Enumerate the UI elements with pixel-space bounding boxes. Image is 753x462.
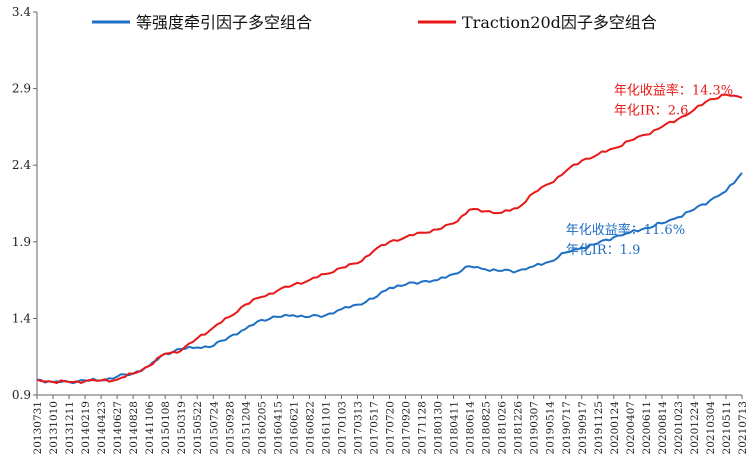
- x-tick-label: 20180130: [433, 401, 445, 454]
- x-tick-label: 20140627: [112, 401, 124, 454]
- axes: 0.9 1.4 1.9 2.4 2.9 3.4 20130731 20131010 201312…: [12, 5, 749, 454]
- x-tick-label: 20131010: [48, 401, 60, 454]
- x-tick-label: 20181026: [497, 401, 509, 455]
- x-tick-label: 20170103: [336, 401, 348, 454]
- x-tick-label: 20200124: [609, 401, 621, 455]
- annotation-label: 年化收益率：14.3%: [614, 83, 733, 99]
- y-tick-label: 1.4: [12, 311, 31, 325]
- x-tick-label: 20170920: [401, 401, 413, 454]
- x-tick-label: 20200611: [641, 401, 653, 454]
- x-tick-label: 20140219: [80, 401, 92, 454]
- x-tick-label: 20150928: [224, 401, 236, 454]
- x-tick-label: 20170313: [352, 401, 364, 454]
- series-layer: [36, 93, 743, 385]
- x-tick-label: 20131211: [64, 401, 76, 454]
- legend: 等强度牵引因子多空组合 Traction20d因子多空组合: [92, 13, 657, 32]
- legend-label-series-2: Traction20d因子多空组合: [462, 13, 657, 32]
- x-tick-label: 20150319: [176, 401, 188, 454]
- x-tick-label: 20210304: [705, 401, 717, 455]
- x-tick-label: 20141106: [144, 401, 156, 455]
- x-tick-label: 20190717: [561, 401, 573, 454]
- x-tick-label: 20181226: [513, 401, 525, 455]
- y-tick-label: 0.9: [12, 388, 31, 402]
- x-tick-label: 20171128: [417, 401, 429, 454]
- x-tick-label: 20201224: [689, 401, 701, 455]
- x-tick-label: 20190307: [529, 401, 541, 454]
- x-tick-label: 20130731: [32, 401, 44, 454]
- annotations: 年化收益率：14.3% 年化IR：2.6 年化收益率：11.6% 年化IR：1.9: [566, 83, 733, 258]
- x-tick-label: 20161101: [320, 401, 332, 454]
- x-tick-label: 20201023: [673, 401, 685, 454]
- x-tick-label: 20150724: [208, 401, 220, 455]
- x-tick-label: 20170517: [368, 401, 380, 454]
- y-tick-label: 2.9: [12, 82, 31, 96]
- x-tick-label: 20190917: [577, 401, 589, 454]
- x-tick-label: 20190514: [545, 401, 557, 455]
- annotation-label: 年化IR：1.9: [566, 243, 641, 258]
- x-tick-label: 20200407: [625, 401, 637, 454]
- x-tick-label: 20160621: [288, 401, 300, 454]
- x-tick-label: 20160415: [272, 401, 284, 454]
- x-tick-label: 20150108: [160, 401, 172, 454]
- x-tick-label: 20170720: [385, 401, 397, 454]
- series-line-1: [36, 172, 743, 385]
- x-tick-label: 20210713: [737, 401, 749, 454]
- legend-label-series-1: 等强度牵引因子多空组合: [136, 13, 312, 32]
- x-tick-label: 20180825: [481, 401, 493, 454]
- x-tick-label: 20150522: [192, 401, 204, 454]
- annotation-label: 年化收益率：11.6%: [566, 222, 685, 238]
- x-tick-label: 20180614: [465, 401, 477, 455]
- x-tick-label: 20200814: [657, 401, 669, 455]
- x-tick-label: 20140423: [96, 401, 108, 454]
- y-tick-label: 1.9: [12, 235, 31, 249]
- x-tick-label: 20180411: [449, 401, 461, 454]
- y-tick-label: 3.4: [12, 5, 31, 19]
- x-tick-label: 20160205: [256, 401, 268, 454]
- x-tick-label: 20140828: [128, 401, 140, 454]
- x-tick-label: 20191125: [593, 401, 605, 454]
- y-tick-label: 2.4: [12, 158, 31, 172]
- annotation-label: 年化IR：2.6: [614, 104, 689, 119]
- x-tick-label: 20210511: [721, 401, 733, 454]
- series-line-2: [36, 93, 743, 384]
- x-tick-label: 20160822: [304, 401, 316, 454]
- x-tick-label: 20151204: [240, 401, 252, 455]
